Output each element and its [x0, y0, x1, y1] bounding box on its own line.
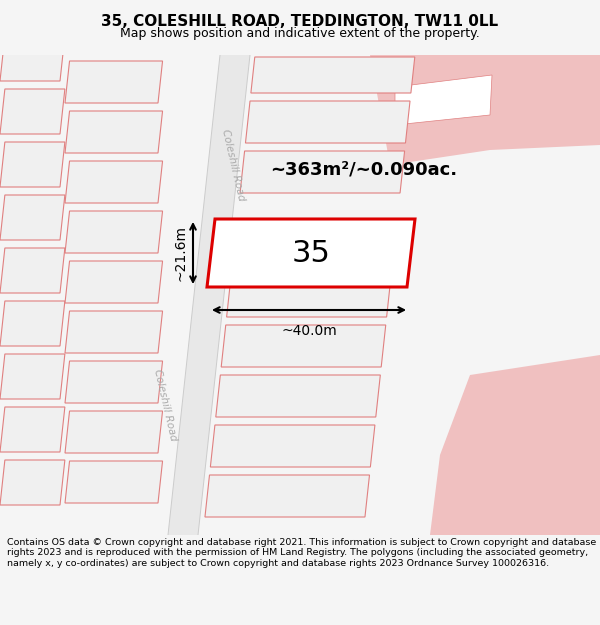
- Polygon shape: [0, 460, 65, 505]
- Polygon shape: [221, 325, 386, 367]
- Polygon shape: [65, 211, 163, 253]
- Polygon shape: [65, 61, 163, 103]
- Polygon shape: [65, 111, 163, 153]
- Polygon shape: [395, 75, 492, 125]
- Polygon shape: [0, 142, 65, 187]
- Text: Coleshill Road: Coleshill Road: [152, 368, 178, 442]
- Polygon shape: [211, 425, 375, 467]
- Polygon shape: [0, 301, 65, 346]
- Polygon shape: [0, 89, 65, 134]
- Polygon shape: [0, 195, 65, 240]
- Text: ~21.6m: ~21.6m: [174, 225, 188, 281]
- Polygon shape: [216, 375, 380, 417]
- Text: ~363m²/~0.090ac.: ~363m²/~0.090ac.: [270, 161, 457, 179]
- Polygon shape: [65, 461, 163, 503]
- Polygon shape: [207, 219, 415, 287]
- Polygon shape: [370, 55, 600, 165]
- Polygon shape: [65, 361, 163, 403]
- Polygon shape: [240, 151, 404, 193]
- Polygon shape: [0, 407, 65, 452]
- Polygon shape: [390, 55, 600, 135]
- Polygon shape: [65, 161, 163, 203]
- Text: ~40.0m: ~40.0m: [281, 324, 337, 338]
- Text: Contains OS data © Crown copyright and database right 2021. This information is : Contains OS data © Crown copyright and d…: [7, 538, 596, 568]
- Polygon shape: [0, 248, 65, 293]
- Polygon shape: [65, 411, 163, 453]
- Text: 35, COLESHILL ROAD, TEDDINGTON, TW11 0LL: 35, COLESHILL ROAD, TEDDINGTON, TW11 0LL: [101, 14, 499, 29]
- Polygon shape: [245, 101, 410, 143]
- Text: Map shows position and indicative extent of the property.: Map shows position and indicative extent…: [120, 27, 480, 40]
- Polygon shape: [430, 355, 600, 535]
- Polygon shape: [0, 354, 65, 399]
- Polygon shape: [0, 36, 65, 81]
- Polygon shape: [227, 275, 391, 317]
- Polygon shape: [65, 311, 163, 353]
- Polygon shape: [168, 55, 250, 535]
- Text: 35: 35: [292, 239, 331, 268]
- Polygon shape: [251, 57, 415, 93]
- Polygon shape: [65, 261, 163, 303]
- Text: Coleshill Road: Coleshill Road: [220, 128, 246, 202]
- Polygon shape: [205, 475, 370, 517]
